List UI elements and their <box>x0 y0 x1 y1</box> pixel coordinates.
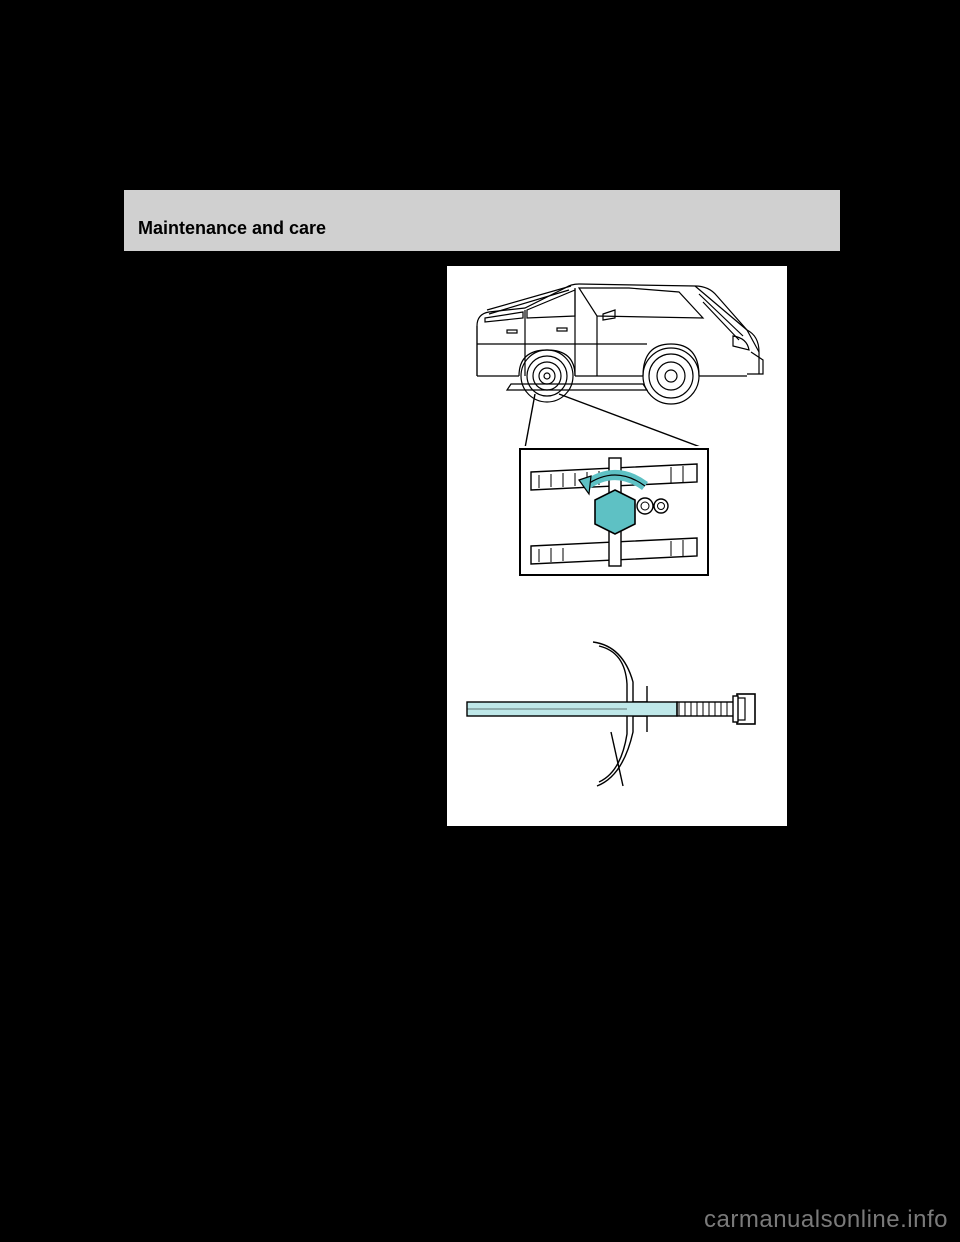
watermark-text: carmanualsonline.info <box>692 1198 960 1242</box>
bolt-cross-section <box>447 636 787 796</box>
section-header: Maintenance and care <box>124 190 840 251</box>
figure-area <box>447 266 787 826</box>
drain-plug-detail <box>519 448 709 576</box>
manual-page: Maintenance and care <box>124 190 840 680</box>
drain-plug-svg <box>521 450 707 574</box>
vehicle-illustration <box>447 266 787 446</box>
section-title: Maintenance and care <box>138 218 826 239</box>
